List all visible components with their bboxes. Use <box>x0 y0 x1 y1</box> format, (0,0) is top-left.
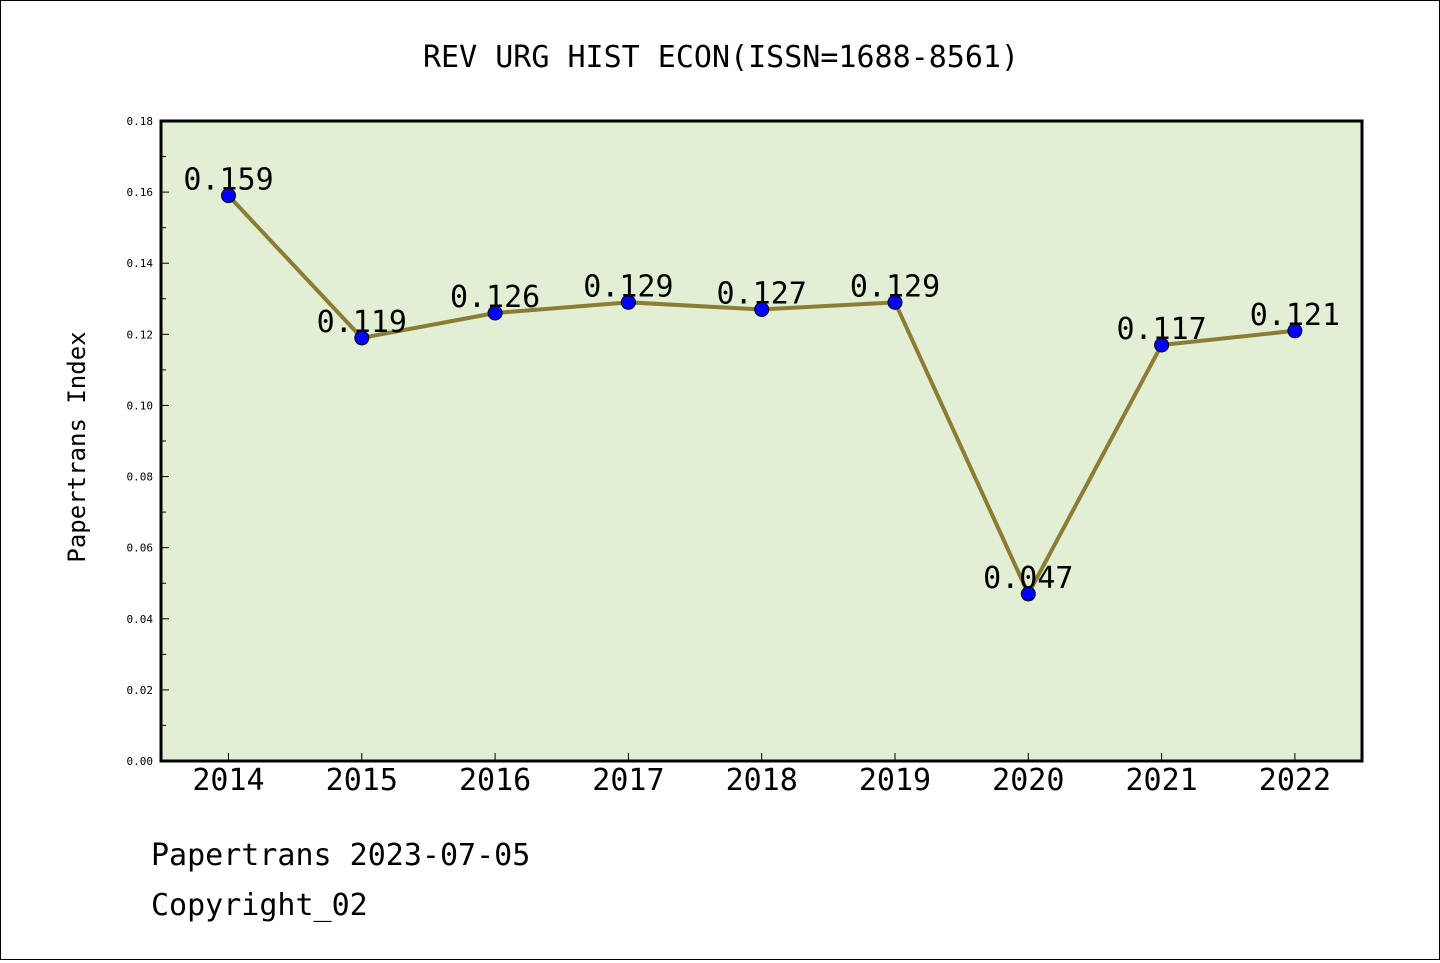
y-tick-label: 0.14 <box>127 257 154 270</box>
y-axis-ticks: 0.00 0.02 0.04 0.06 0.08 0.10 0.12 0.14 0.16 0.18 <box>127 115 169 768</box>
data-label: 0.129 <box>850 269 940 304</box>
data-label: 0.119 <box>317 305 407 340</box>
y-tick-label: 0.08 <box>127 471 154 484</box>
footer-date: Papertrans 2023-07-05 <box>151 838 530 873</box>
data-point <box>887 294 903 310</box>
x-tick-label: 2022 <box>1259 763 1331 798</box>
y-tick-label: 0.16 <box>127 186 154 199</box>
chart-title: REV URG HIST ECON(ISSN=1688-8561) <box>423 40 1019 75</box>
x-tick-label: 2021 <box>1125 763 1197 798</box>
data-point <box>487 305 503 321</box>
y-tick-label: 0.12 <box>127 328 154 341</box>
y-tick-label: 0.02 <box>127 684 154 697</box>
data-point <box>1154 337 1170 353</box>
data-label: 0.159 <box>183 163 273 198</box>
y-tick-label: 0.10 <box>127 399 154 412</box>
footer-copyright: Copyright_02 <box>151 888 368 923</box>
data-point <box>221 188 236 204</box>
y-axis-label: Papertrans Index <box>63 331 91 562</box>
y-tick-label: 0.00 <box>127 755 154 768</box>
y-tick-label: 0.06 <box>127 542 154 555</box>
x-tick-label: 2017 <box>592 763 664 798</box>
data-label: 0.047 <box>983 561 1073 596</box>
x-tick-label: 2014 <box>192 763 264 798</box>
x-axis-ticks: 2014 2015 2016 2017 2018 2019 2020 2021 2022 <box>192 753 1331 798</box>
x-tick-label: 2019 <box>859 763 931 798</box>
y-tick-label: 0.18 <box>127 115 154 128</box>
data-point <box>754 301 770 317</box>
x-tick-label: 2015 <box>326 763 398 798</box>
data-point <box>1287 323 1303 339</box>
x-tick-label: 2016 <box>459 763 531 798</box>
x-tick-label: 2020 <box>992 763 1064 798</box>
x-tick-label: 2018 <box>726 763 798 798</box>
data-label: 0.127 <box>717 276 807 311</box>
data-labels: 0.159 0.119 0.126 0.129 0.127 0.129 0.047 0.117… <box>183 163 1340 596</box>
data-markers <box>221 188 1303 602</box>
data-label: 0.121 <box>1250 298 1340 333</box>
data-label: 0.117 <box>1116 312 1206 347</box>
data-point <box>354 330 370 346</box>
data-point <box>620 294 636 310</box>
plot-area <box>159 119 1364 763</box>
data-label: 0.129 <box>583 269 673 304</box>
y-tick-label: 0.04 <box>127 613 154 626</box>
data-label: 0.126 <box>450 280 540 315</box>
data-point <box>1020 586 1036 602</box>
